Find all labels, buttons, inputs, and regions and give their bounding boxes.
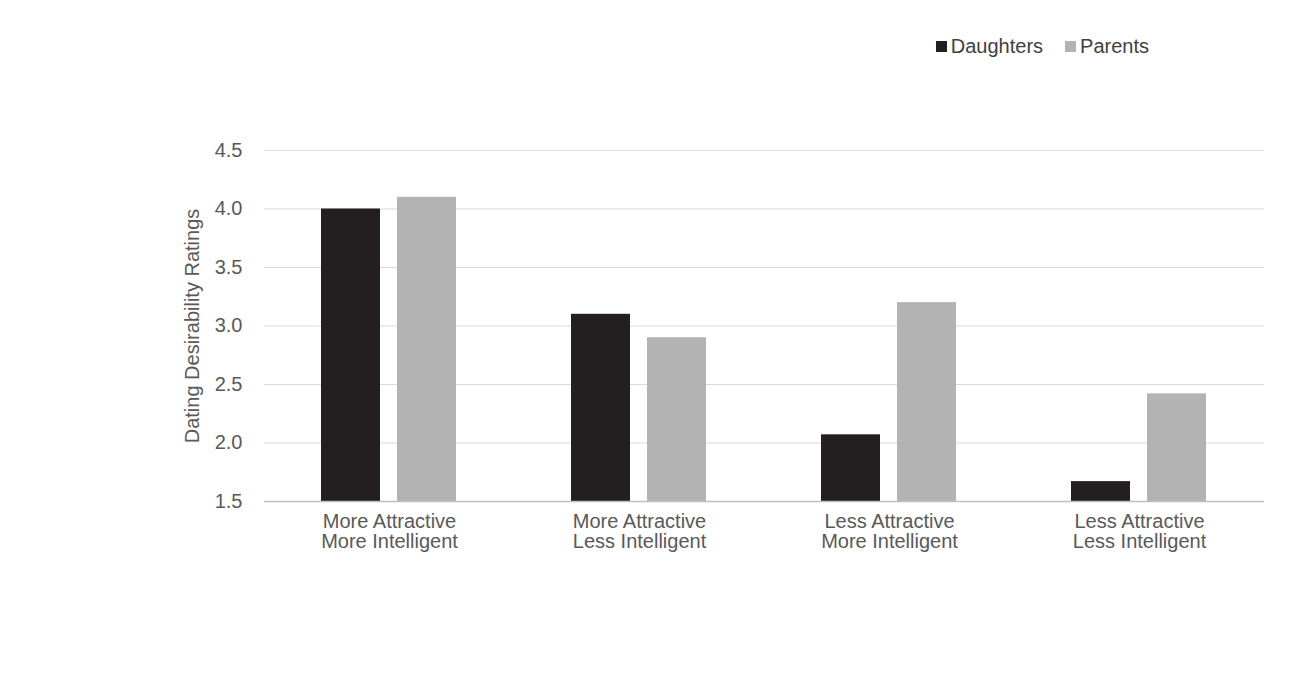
svg-text:Dating Desirability Ratings: Dating Desirability Ratings xyxy=(181,209,203,444)
svg-text:1.5: 1.5 xyxy=(215,490,243,512)
svg-text:More AttractiveMore Intelligen: More AttractiveMore Intelligent xyxy=(321,510,458,552)
html-text:Daughters: Daughters xyxy=(950,35,1044,57)
svg-text:Less AttractiveLess Intelligen: Less AttractiveLess Intelligent xyxy=(1073,510,1207,552)
svg-text:2.5: 2.5 xyxy=(215,373,243,395)
svg-text:3.0: 3.0 xyxy=(215,314,243,336)
svg-text:4.5: 4.5 xyxy=(215,139,243,161)
svg-text:3.5: 3.5 xyxy=(215,256,243,278)
svg-text:4.0: 4.0 xyxy=(215,197,243,219)
html-text:Parents: Parents xyxy=(1080,35,1149,57)
svg-text:Less AttractiveMore Intelligen: Less AttractiveMore Intelligent xyxy=(821,510,958,552)
svg-text:More AttractiveLess Intelligen: More AttractiveLess Intelligent xyxy=(573,510,707,552)
svg-text:2.0: 2.0 xyxy=(215,431,243,453)
